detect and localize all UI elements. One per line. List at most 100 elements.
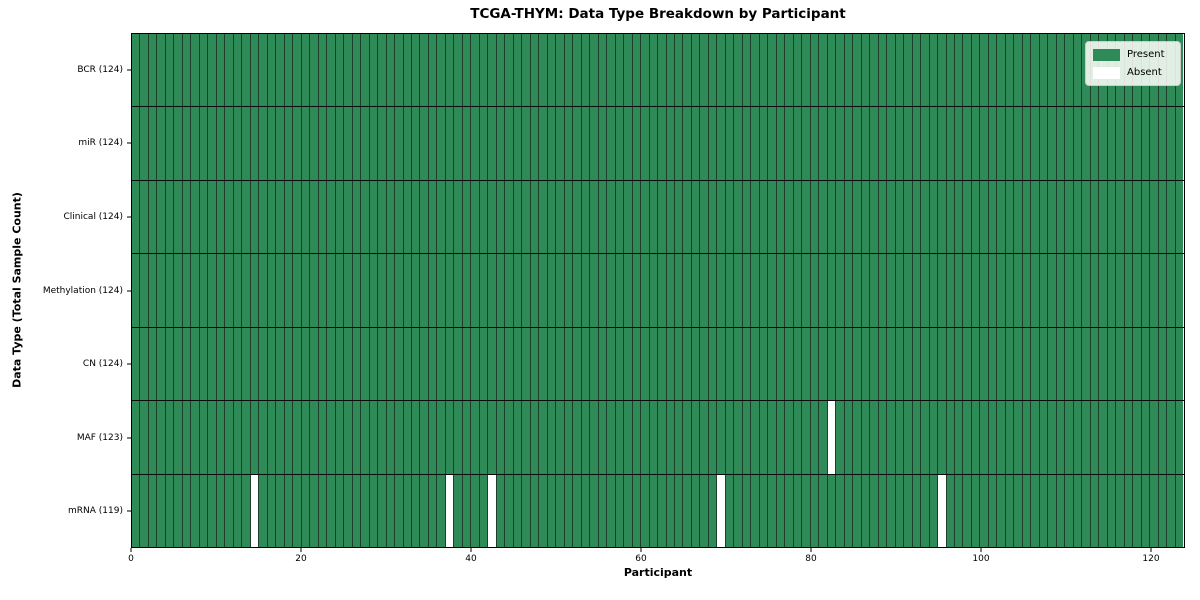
cell-cn-p75 [768, 327, 777, 401]
cell-mir-p28 [369, 107, 379, 180]
cell-clinical-p76 [776, 180, 786, 254]
cell-bcr-p12 [233, 34, 243, 107]
cell-mir-p43 [496, 107, 506, 180]
cell-maf-p102 [997, 401, 1006, 474]
cell-mir-p74 [759, 107, 769, 180]
cell-maf-p94 [929, 401, 939, 474]
cell-maf-p12 [233, 401, 243, 474]
cell-mir-p25 [344, 107, 353, 180]
cell-clinical-p68 [708, 180, 718, 254]
cell-clinical-p77 [785, 180, 794, 254]
cell-mir-p21 [310, 107, 319, 180]
cell-methylation-p19 [293, 254, 302, 327]
cell-cn-p82 [827, 327, 837, 401]
cell-clinical-p58 [624, 180, 633, 254]
cell-clinical-p53 [581, 180, 591, 254]
cell-mrna-p93 [921, 474, 930, 547]
cell-mir-p84 [844, 107, 854, 180]
cell-clinical-p33 [411, 180, 421, 254]
cell-bcr-p68 [708, 34, 718, 107]
x-tick-mark [1150, 548, 1152, 552]
cell-cn-p27 [361, 327, 370, 401]
cell-mrna-p65 [683, 474, 692, 547]
cell-maf-p61 [649, 401, 659, 474]
cell-cn-p45 [513, 327, 523, 401]
cell-clinical-p13 [242, 180, 251, 254]
y-tick-mark [127, 437, 131, 439]
cell-cn-p40 [471, 327, 480, 401]
cell-bcr-p28 [369, 34, 379, 107]
cell-clinical-p52 [573, 180, 582, 254]
cell-mir-p102 [997, 107, 1006, 180]
cell-methylation-p101 [988, 254, 998, 327]
cell-bcr-p84 [844, 34, 854, 107]
cell-mrna-p81 [819, 474, 828, 547]
cell-maf-p65 [683, 401, 692, 474]
cell-mrna-p72 [742, 474, 752, 547]
cell-clinical-p59 [632, 180, 642, 254]
cell-bcr-p0 [132, 34, 141, 107]
cell-mrna-p60 [641, 474, 650, 547]
cell-maf-p7 [191, 401, 200, 474]
cell-mrna-p4 [165, 474, 175, 547]
x-tick-label-40: 40 [465, 554, 477, 564]
cell-mrna-p63 [666, 474, 675, 547]
cell-cn-p6 [182, 327, 192, 401]
cell-clinical-p85 [853, 180, 862, 254]
cell-clinical-p95 [938, 180, 947, 254]
cell-clinical-p105 [1022, 180, 1032, 254]
cell-cn-p5 [174, 327, 183, 401]
cell-mrna-p67 [700, 474, 709, 547]
cell-maf-p74 [759, 401, 769, 474]
cell-maf-p116 [1116, 401, 1125, 474]
cell-clinical-p12 [233, 180, 243, 254]
cell-clinical-p118 [1133, 180, 1142, 254]
cell-mir-p119 [1141, 107, 1151, 180]
cell-mir-p48 [539, 107, 548, 180]
cell-maf-p57 [615, 401, 625, 474]
cell-cn-p90 [895, 327, 905, 401]
cell-bcr-p107 [1039, 34, 1049, 107]
cell-mir-p65 [683, 107, 692, 180]
cell-mrna-p98 [963, 474, 972, 547]
cell-cn-p101 [988, 327, 998, 401]
cell-cn-p15 [259, 327, 268, 401]
cell-cn-p106 [1031, 327, 1040, 401]
cell-methylation-p56 [607, 254, 616, 327]
cell-bcr-p109 [1056, 34, 1066, 107]
cell-cn-p117 [1124, 327, 1134, 401]
cell-methylation-p67 [700, 254, 709, 327]
cell-mir-p120 [1150, 107, 1159, 180]
cell-cn-p19 [293, 327, 302, 401]
cell-bcr-p100 [980, 34, 989, 107]
cell-mir-p45 [513, 107, 523, 180]
cell-mrna-p7 [191, 474, 200, 547]
cell-mir-p72 [742, 107, 752, 180]
cell-bcr-p41 [479, 34, 489, 107]
cell-mir-p98 [963, 107, 972, 180]
cell-mrna-p42 [488, 474, 497, 547]
cell-mrna-p86 [861, 474, 871, 547]
cell-maf-p85 [853, 401, 862, 474]
cell-cn-p103 [1005, 327, 1015, 401]
cell-mir-p103 [1005, 107, 1015, 180]
cell-mir-p60 [641, 107, 650, 180]
y-tick-mark [127, 216, 131, 218]
cell-clinical-p43 [496, 180, 506, 254]
cell-mrna-p61 [649, 474, 659, 547]
cell-mir-p14 [250, 107, 260, 180]
cell-bcr-p17 [276, 34, 285, 107]
cell-clinical-p25 [344, 180, 353, 254]
cell-methylation-p57 [615, 254, 625, 327]
cell-cn-p63 [666, 327, 675, 401]
cell-methylation-p51 [564, 254, 574, 327]
cell-methylation-p66 [691, 254, 701, 327]
cell-cn-p78 [793, 327, 803, 401]
cell-mir-p96 [946, 107, 955, 180]
cell-mrna-p12 [233, 474, 243, 547]
legend-item-present: Present [1093, 47, 1173, 62]
cell-bcr-p16 [267, 34, 277, 107]
cell-cn-p3 [157, 327, 166, 401]
cell-mrna-p114 [1099, 474, 1108, 547]
heatmap-row-maf [132, 401, 1184, 475]
